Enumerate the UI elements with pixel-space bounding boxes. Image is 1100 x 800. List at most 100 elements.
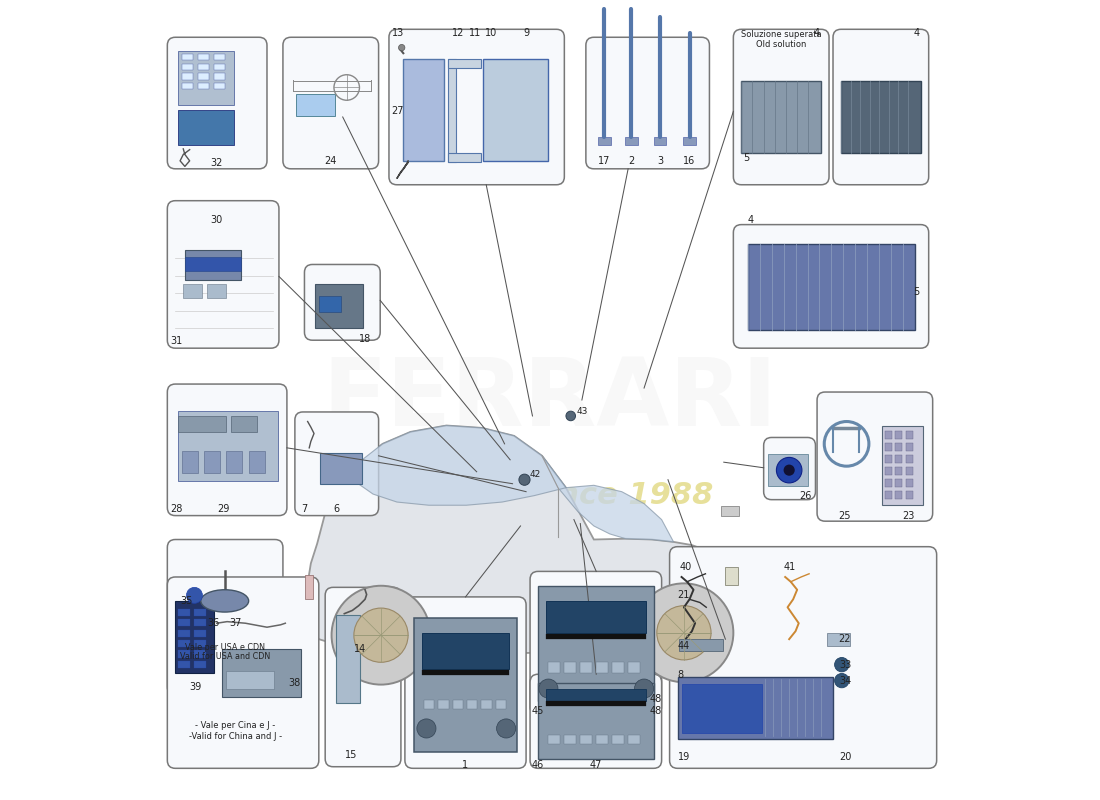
FancyBboxPatch shape bbox=[530, 674, 661, 768]
Circle shape bbox=[519, 474, 530, 486]
Text: 4: 4 bbox=[748, 215, 754, 225]
Bar bbox=[415, 618, 517, 752]
Bar bbox=[453, 700, 463, 710]
Text: FERRARI: FERRARI bbox=[322, 354, 778, 446]
Bar bbox=[597, 137, 611, 145]
Text: 48: 48 bbox=[650, 706, 662, 716]
Bar bbox=[195, 619, 206, 626]
Circle shape bbox=[783, 465, 794, 476]
Bar bbox=[249, 451, 265, 474]
Polygon shape bbox=[307, 426, 741, 654]
Bar bbox=[895, 443, 902, 451]
FancyBboxPatch shape bbox=[586, 38, 710, 169]
Text: 44: 44 bbox=[678, 641, 690, 650]
Bar bbox=[195, 630, 206, 637]
Bar bbox=[884, 455, 892, 463]
Text: 36: 36 bbox=[208, 618, 220, 628]
FancyBboxPatch shape bbox=[389, 30, 564, 185]
Bar bbox=[448, 153, 482, 162]
Bar bbox=[483, 58, 549, 161]
Bar bbox=[182, 451, 198, 474]
Bar bbox=[337, 615, 361, 703]
Bar bbox=[538, 586, 653, 702]
Text: 10: 10 bbox=[485, 28, 497, 38]
Bar bbox=[178, 650, 189, 658]
Text: 21: 21 bbox=[678, 590, 690, 599]
Bar bbox=[546, 689, 646, 702]
Text: 32: 32 bbox=[210, 158, 223, 168]
FancyBboxPatch shape bbox=[295, 412, 378, 515]
Bar bbox=[178, 619, 189, 626]
Bar bbox=[207, 284, 227, 298]
Bar bbox=[198, 73, 209, 79]
Bar bbox=[185, 250, 241, 281]
Bar bbox=[175, 601, 213, 673]
Bar bbox=[546, 601, 646, 633]
Text: Old solution: Old solution bbox=[756, 40, 806, 49]
Text: 27: 27 bbox=[392, 106, 404, 117]
Bar bbox=[185, 257, 241, 271]
FancyBboxPatch shape bbox=[530, 571, 661, 715]
Bar bbox=[613, 662, 624, 673]
Circle shape bbox=[417, 719, 436, 738]
Text: 9: 9 bbox=[522, 28, 529, 38]
FancyBboxPatch shape bbox=[817, 392, 933, 521]
Bar bbox=[184, 284, 202, 298]
Text: 7: 7 bbox=[301, 504, 308, 514]
Text: 30: 30 bbox=[210, 215, 223, 225]
Bar bbox=[549, 735, 560, 744]
Text: 20: 20 bbox=[839, 752, 851, 762]
Text: 34: 34 bbox=[839, 676, 851, 686]
Bar bbox=[827, 633, 850, 646]
Text: 40: 40 bbox=[679, 562, 692, 573]
Bar bbox=[231, 416, 256, 432]
Bar bbox=[227, 451, 242, 474]
Bar bbox=[884, 479, 892, 487]
Bar bbox=[178, 630, 189, 637]
Text: 2: 2 bbox=[628, 156, 635, 166]
Bar bbox=[895, 455, 902, 463]
Text: 46: 46 bbox=[532, 760, 544, 770]
Text: 47: 47 bbox=[590, 760, 603, 770]
Bar bbox=[422, 633, 508, 670]
Text: 17: 17 bbox=[598, 156, 611, 166]
Bar bbox=[884, 491, 892, 499]
FancyBboxPatch shape bbox=[167, 384, 287, 515]
Bar bbox=[842, 81, 921, 153]
Bar bbox=[448, 58, 482, 68]
Bar bbox=[213, 73, 224, 79]
Bar bbox=[198, 63, 209, 70]
Text: 28: 28 bbox=[170, 504, 183, 514]
Text: 4: 4 bbox=[914, 28, 920, 38]
Text: 5: 5 bbox=[914, 286, 920, 297]
Circle shape bbox=[354, 608, 408, 662]
Text: 11: 11 bbox=[469, 28, 481, 38]
Text: -Valid for China and J -: -Valid for China and J - bbox=[188, 732, 282, 741]
Bar bbox=[769, 454, 808, 486]
Bar bbox=[546, 634, 646, 639]
Text: 45: 45 bbox=[532, 706, 544, 716]
Bar bbox=[628, 735, 640, 744]
Bar bbox=[482, 700, 492, 710]
Bar bbox=[682, 684, 762, 734]
Bar bbox=[195, 661, 206, 668]
Bar bbox=[905, 479, 913, 487]
Text: 26: 26 bbox=[799, 490, 812, 501]
Bar bbox=[198, 82, 209, 89]
FancyBboxPatch shape bbox=[833, 30, 928, 185]
Bar bbox=[546, 702, 646, 706]
Bar bbox=[678, 677, 833, 739]
Bar bbox=[468, 700, 477, 710]
Bar bbox=[741, 81, 821, 153]
Bar bbox=[204, 451, 220, 474]
FancyBboxPatch shape bbox=[167, 539, 283, 695]
Bar bbox=[905, 443, 913, 451]
Bar bbox=[881, 426, 923, 506]
FancyBboxPatch shape bbox=[167, 577, 319, 768]
Text: 35: 35 bbox=[180, 596, 192, 606]
Bar bbox=[905, 467, 913, 475]
Bar bbox=[625, 137, 638, 145]
Text: 22: 22 bbox=[838, 634, 851, 644]
Text: 15: 15 bbox=[344, 750, 356, 760]
Bar bbox=[549, 662, 560, 673]
